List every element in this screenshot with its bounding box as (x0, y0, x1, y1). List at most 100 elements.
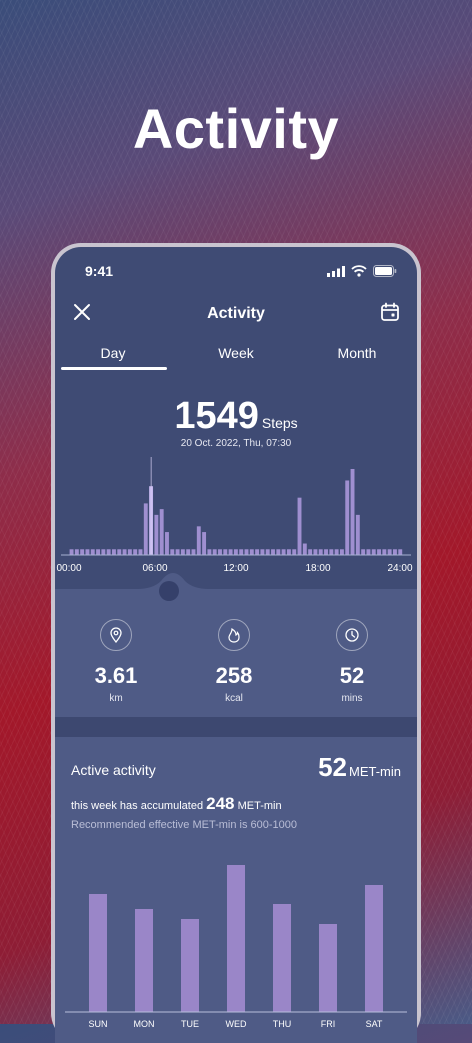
close-icon (74, 304, 90, 320)
week-day-label: SAT (366, 1019, 383, 1027)
day-bar[interactable] (196, 526, 201, 555)
active-activity-title: Active activity (71, 762, 156, 778)
status-icons (327, 265, 397, 277)
day-bar[interactable] (276, 549, 281, 555)
day-bar[interactable] (112, 549, 116, 555)
week-bar[interactable] (89, 894, 107, 1012)
day-bar[interactable] (127, 549, 132, 555)
day-bar[interactable] (355, 514, 360, 555)
day-bar[interactable] (191, 549, 196, 555)
day-tick-label: 24:00 (387, 563, 412, 574)
weekly-accumulated: this week has accumulated 248 MET-min (71, 794, 282, 814)
week-day-label: THU (273, 1019, 292, 1027)
day-bar[interactable] (159, 509, 164, 555)
day-bar[interactable] (398, 549, 403, 555)
day-bar[interactable] (239, 549, 244, 555)
day-bar[interactable] (80, 549, 85, 555)
distance-unit: km (109, 693, 123, 704)
day-bar[interactable] (117, 549, 122, 555)
day-bar[interactable] (244, 549, 249, 555)
calendar-button[interactable] (377, 299, 403, 325)
day-bar[interactable] (297, 497, 302, 555)
day-bar[interactable] (382, 549, 387, 555)
day-bar[interactable] (366, 549, 371, 555)
week-bar[interactable] (227, 865, 245, 1012)
day-bar[interactable] (334, 549, 339, 555)
day-bar[interactable] (138, 549, 143, 555)
day-bar[interactable] (361, 549, 366, 555)
tab-day[interactable]: Day (100, 345, 126, 361)
day-bar[interactable] (265, 549, 270, 555)
close-button[interactable] (69, 299, 95, 325)
day-bar[interactable] (202, 532, 207, 555)
week-bar[interactable] (365, 885, 383, 1012)
day-bar[interactable] (133, 549, 138, 555)
steps-value: 1549 (174, 395, 259, 437)
tab-month[interactable]: Month (337, 345, 377, 361)
headline: Activity (132, 97, 340, 160)
day-bar[interactable] (74, 549, 79, 555)
weekly-unit: MET-min (237, 800, 282, 812)
day-bar[interactable] (122, 549, 127, 555)
day-bar[interactable] (281, 549, 286, 555)
scrubber-notch (55, 573, 411, 607)
day-bar[interactable] (101, 549, 106, 555)
scrubber-handle[interactable] (159, 581, 179, 601)
day-bar[interactable] (339, 549, 344, 555)
week-bar[interactable] (181, 919, 199, 1012)
met-unit: MET-min (349, 764, 401, 779)
week-bar[interactable] (319, 924, 337, 1012)
calories-unit: kcal (225, 693, 243, 704)
day-bar[interactable] (69, 549, 74, 555)
metric-calories: 258 kcal (179, 619, 289, 704)
day-bar[interactable] (207, 549, 212, 555)
day-bar[interactable] (90, 549, 95, 555)
day-bar[interactable] (286, 549, 291, 555)
metrics-panel: 3.61 km 258 kcal 52 mins (55, 573, 417, 717)
day-bar[interactable] (302, 543, 307, 555)
app-screen: 9:41 Activity (55, 247, 417, 1043)
day-bar[interactable] (96, 549, 101, 555)
day-bar[interactable] (180, 549, 185, 555)
day-bar[interactable] (143, 503, 148, 555)
day-bar[interactable] (308, 549, 313, 555)
day-bar[interactable] (350, 469, 355, 555)
metric-distance: 3.61 km (61, 619, 171, 704)
day-bar[interactable] (165, 532, 169, 555)
daily-steps-chart[interactable]: 00:00 06:00 12:00 18:00 24:00 (55, 447, 417, 597)
day-bar[interactable] (387, 549, 392, 555)
day-bar[interactable] (371, 549, 376, 555)
day-bar[interactable] (212, 549, 217, 555)
day-bar[interactable] (345, 480, 350, 555)
day-bar[interactable] (154, 514, 159, 555)
day-bar[interactable] (218, 549, 222, 555)
day-bar[interactable] (106, 549, 111, 555)
steps-datetime: 20 Oct. 2022, Thu, 07:30 (180, 438, 292, 449)
day-bar[interactable] (292, 549, 297, 555)
week-bar[interactable] (135, 909, 153, 1012)
day-bar[interactable] (233, 549, 238, 555)
day-bar[interactable] (186, 549, 191, 555)
day-bar[interactable] (329, 549, 334, 555)
day-bar[interactable] (223, 549, 228, 555)
day-bar[interactable] (324, 549, 328, 555)
flame-icon (218, 619, 250, 651)
day-bar[interactable] (271, 549, 275, 555)
day-bar[interactable] (228, 549, 233, 555)
day-bar[interactable] (318, 549, 323, 555)
day-bar[interactable] (260, 549, 265, 555)
day-bar[interactable] (313, 549, 318, 555)
day-bar[interactable] (249, 549, 254, 555)
tab-week[interactable]: Week (218, 345, 254, 361)
day-bar[interactable] (377, 549, 381, 555)
day-bar[interactable] (175, 549, 180, 555)
day-bar[interactable] (85, 549, 90, 555)
week-bar[interactable] (273, 904, 291, 1012)
page-title: Activity (207, 305, 265, 322)
location-icon (100, 619, 132, 651)
day-bar[interactable] (255, 549, 260, 555)
day-bar[interactable] (393, 549, 397, 555)
day-bar[interactable] (170, 549, 175, 555)
weekly-met-chart[interactable]: SUN MON TUE WED THU FRI SAT (55, 837, 417, 1027)
met-value: 52 (318, 752, 347, 782)
